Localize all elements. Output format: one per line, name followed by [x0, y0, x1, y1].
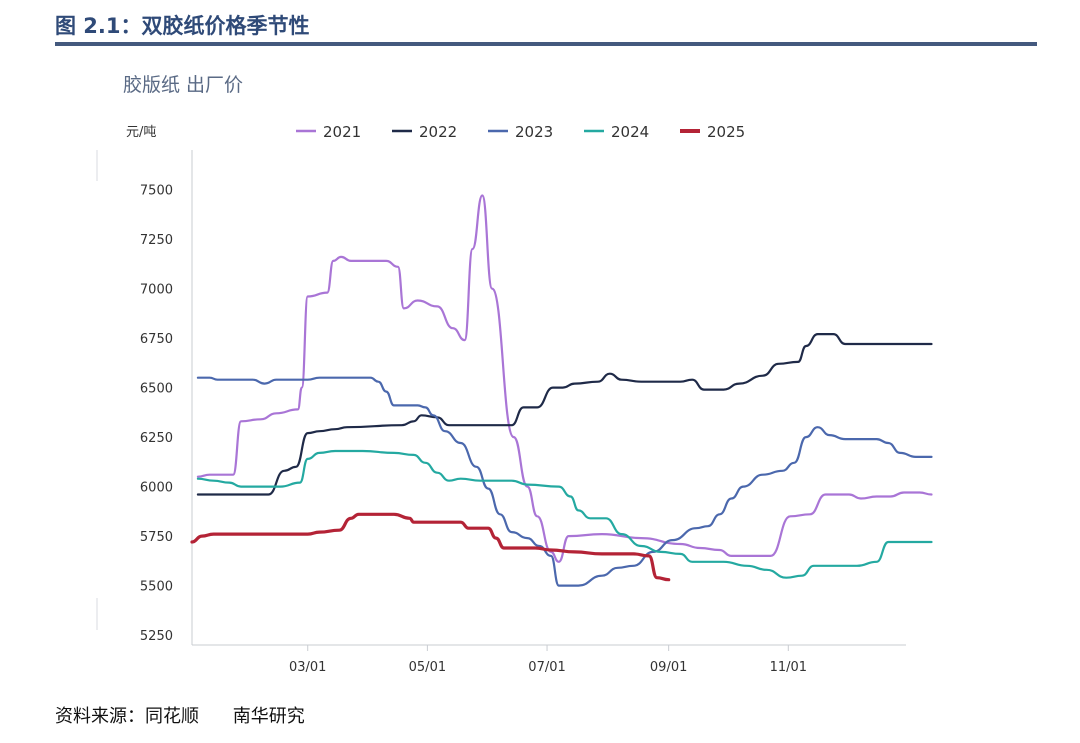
y-tick-label: 5250 [140, 629, 173, 644]
series-lines [190, 194, 933, 587]
legend-label: 2023 [515, 123, 553, 141]
x-tick-label: 03/01 [289, 660, 326, 675]
chart-title: 胶版纸 出厂价 [123, 74, 243, 96]
y-tick-label: 5500 [140, 580, 173, 595]
y-tick-label: 5750 [140, 530, 173, 545]
series-line-2021 [196, 194, 933, 563]
series-line-2025 [190, 512, 671, 582]
footer: 资料来源：同花顺 南华研究 [55, 702, 305, 728]
legend: 2021 2022 2023 2024 2025 [296, 123, 745, 141]
y-tick-label: 7000 [140, 283, 173, 298]
y-tick-label: 7500 [140, 184, 173, 199]
line-chart: 胶版纸 出厂价 元/吨 2021 2022 2023 2024 2025 5250 550… [96, 74, 933, 675]
x-tick-label: 11/01 [770, 660, 807, 675]
legend-label: 2021 [323, 123, 361, 141]
legend-label: 2022 [419, 123, 457, 141]
legend-label: 2024 [611, 123, 649, 141]
title-underline [55, 42, 1037, 46]
chart-area: 胶版纸 出厂价 元/吨 2021 2022 2023 2024 2025 5250 550… [0, 50, 1080, 690]
series-line-2022 [196, 333, 933, 496]
series-line-2024 [196, 449, 933, 579]
y-tick-label: 6250 [140, 431, 173, 446]
y-tick-label: 6500 [140, 382, 173, 397]
y-tick-label: 6000 [140, 481, 173, 496]
figure-title: 图 2.1：双胶纸价格季节性 [55, 14, 310, 38]
y-tick-label: 6750 [140, 332, 173, 347]
axes: 5250 5500 5750 6000 6250 6500 6750 7000 7250 7500… [96, 150, 906, 675]
source-label: 资料来源：同花顺 [55, 706, 199, 727]
x-tick-label: 07/01 [528, 660, 565, 675]
x-tick-label: 09/01 [650, 660, 687, 675]
y-tick-label: 7250 [140, 233, 173, 248]
x-tick-label: 05/01 [409, 660, 446, 675]
series-line-2023 [196, 376, 933, 587]
y-axis-unit-label: 元/吨 [126, 125, 156, 140]
legend-label: 2025 [707, 123, 745, 141]
organization-name: 南华研究 [232, 706, 305, 727]
